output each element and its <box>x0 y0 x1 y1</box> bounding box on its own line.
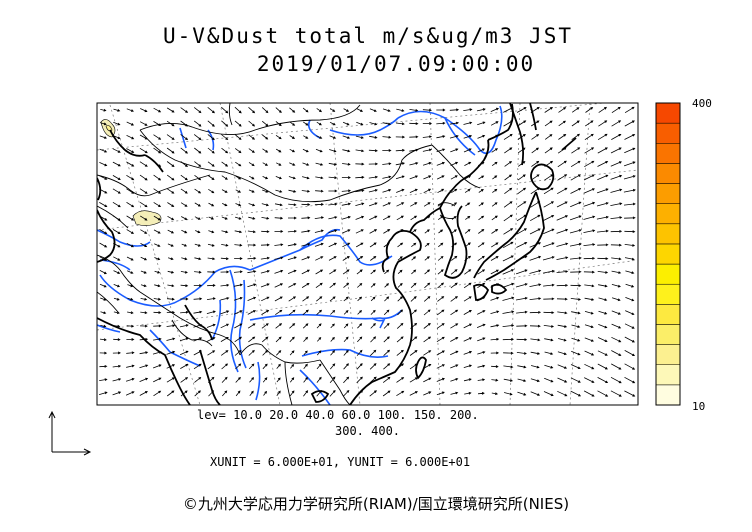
chart-datetime: 2019/01/07.09:00:00 <box>256 52 536 76</box>
unit-vector-text: XUNIT = 6.000E+01, YUNIT = 6.000E+01 <box>210 455 471 469</box>
contour-levels-line1: lev= 10.0 20.0 40.0 60.0 100. 150. 200. <box>197 408 479 422</box>
colorbar-step <box>655 223 681 245</box>
graticule <box>97 103 638 405</box>
plot-frame <box>96 102 639 406</box>
colorbar-step <box>655 203 681 225</box>
chart-title: U-V&Dust total m/s&ug/m3 JST <box>162 24 573 48</box>
unit-vector-reference <box>48 410 92 456</box>
colorbar-min-label: 10 <box>692 400 706 413</box>
color-scale-bar <box>655 102 681 406</box>
borders <box>97 103 481 405</box>
colorbar-step <box>655 283 681 305</box>
wind-vectors <box>98 106 636 397</box>
colorbar-step <box>655 304 681 325</box>
colorbar-step <box>655 364 681 386</box>
colorbar-step <box>655 344 681 365</box>
colorbar-step <box>655 243 681 265</box>
colorbar-step <box>655 263 681 285</box>
colorbar-step <box>655 324 681 345</box>
contour-levels-line2: 300. 400. <box>335 424 401 438</box>
colorbar-step <box>655 163 681 184</box>
dust-patches <box>100 119 162 226</box>
colorbar-step <box>655 384 681 406</box>
colorbar-step <box>655 183 681 204</box>
wind-arrow-set <box>98 106 636 397</box>
coastline <box>97 103 577 405</box>
colorbar-step <box>655 122 681 144</box>
colorbar-step <box>655 143 681 164</box>
colorbar-step <box>655 102 681 124</box>
copyright-notice: ©九州大学応用力学研究所(RIAM)/国立環境研究所(NIES) <box>182 495 570 513</box>
colorbar-frame <box>655 102 681 406</box>
colorbar-max-label: 400 <box>692 97 712 110</box>
